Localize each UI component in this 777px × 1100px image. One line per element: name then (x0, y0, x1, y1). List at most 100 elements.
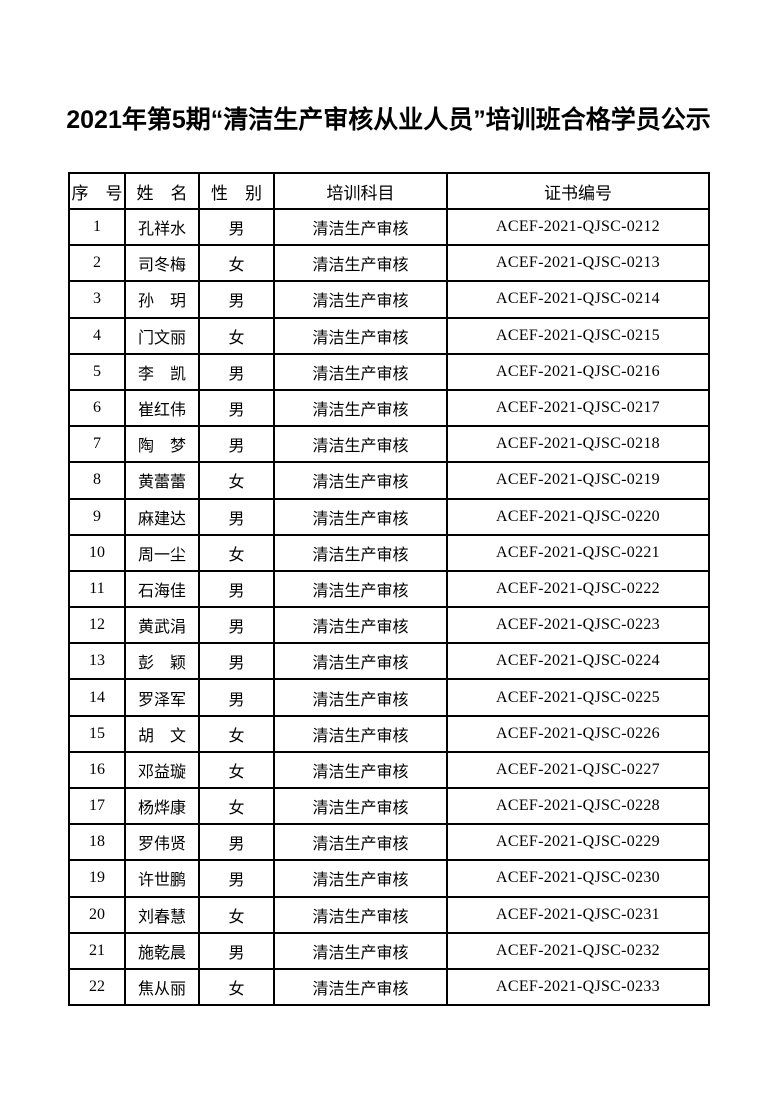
cell-name: 刘春慧 (124, 895, 200, 934)
cell-name: 崔红伟 (124, 388, 200, 428)
cell-name: 施乾晨 (124, 931, 200, 970)
cell-serial-number: 10 (68, 533, 126, 572)
table-row: 15 胡 文女清洁生产审核 ACEF-2021-QJSC-0226 (68, 714, 710, 753)
cell-certificate-number: ACEF-2021-QJSC-0221 (446, 533, 710, 572)
table-row: 13 彭 颖男清洁生产审核 ACEF-2021-QJSC-0224 (68, 642, 710, 681)
header-gender: 性 别 (198, 172, 275, 210)
cell-serial-number: 2 (68, 244, 126, 283)
cell-serial-number: 7 (68, 425, 126, 464)
table-row: 19 许世鹏男清洁生产审核 ACEF-2021-QJSC-0230 (68, 859, 710, 898)
cell-training-subject: 清洁生产审核 (273, 714, 448, 753)
table-row: 11 石海佳男清洁生产审核 ACEF-2021-QJSC-0222 (68, 569, 710, 609)
header-certificate-number: 证书编号 (446, 172, 710, 210)
cell-certificate-number: ACEF-2021-QJSC-0214 (446, 280, 710, 319)
cell-training-subject: 清洁生产审核 (273, 497, 448, 536)
cell-name: 黄武涓 (124, 606, 200, 645)
cell-name: 司冬梅 (124, 244, 200, 283)
cell-training-subject: 清洁生产审核 (273, 316, 448, 355)
cell-training-subject: 清洁生产审核 (273, 244, 448, 283)
table-header: 序 号 姓 名 性 别 培训科目 证书编号 (68, 172, 710, 210)
cell-training-subject: 清洁生产审核 (273, 895, 448, 934)
cell-training-subject: 清洁生产审核 (273, 461, 448, 500)
cell-certificate-number: ACEF-2021-QJSC-0223 (446, 606, 710, 645)
cell-serial-number: 21 (68, 931, 126, 970)
cell-gender: 男 (198, 388, 275, 428)
table-row: 12 黄武涓男清洁生产审核 ACEF-2021-QJSC-0223 (68, 606, 710, 645)
cell-certificate-number: ACEF-2021-QJSC-0222 (446, 569, 710, 609)
cell-training-subject: 清洁生产审核 (273, 425, 448, 464)
header-name: 姓 名 (124, 172, 200, 210)
trainee-roster-table: 序 号 姓 名 性 别 培训科目 证书编号 1 孔祥水男清洁生产审核 ACEF-20… (68, 172, 710, 1007)
table-row: 1 孔祥水男清洁生产审核 ACEF-2021-QJSC-0212 (68, 207, 710, 247)
cell-gender: 女 (198, 967, 275, 1007)
cell-training-subject: 清洁生产审核 (273, 931, 448, 970)
cell-gender: 男 (198, 859, 275, 898)
cell-certificate-number: ACEF-2021-QJSC-0227 (446, 750, 710, 790)
table-row: 21 施乾晨男清洁生产审核 ACEF-2021-QJSC-0232 (68, 931, 710, 970)
cell-certificate-number: ACEF-2021-QJSC-0218 (446, 425, 710, 464)
table-row: 6 崔红伟男清洁生产审核 ACEF-2021-QJSC-0217 (68, 388, 710, 428)
cell-gender: 女 (198, 786, 275, 826)
cell-gender: 男 (198, 678, 275, 717)
table-row: 8 黄蕾蕾女清洁生产审核 ACEF-2021-QJSC-0219 (68, 461, 710, 500)
cell-name: 罗伟贤 (124, 823, 200, 862)
cell-gender: 女 (198, 461, 275, 500)
cell-gender: 男 (198, 606, 275, 645)
cell-certificate-number: ACEF-2021-QJSC-0215 (446, 316, 710, 355)
table-row: 10 周一尘女清洁生产审核 ACEF-2021-QJSC-0221 (68, 533, 710, 572)
cell-serial-number: 17 (68, 786, 126, 826)
cell-gender: 男 (198, 931, 275, 970)
cell-serial-number: 16 (68, 750, 126, 790)
cell-name: 胡 文 (124, 714, 200, 753)
cell-certificate-number: ACEF-2021-QJSC-0228 (446, 786, 710, 826)
cell-serial-number: 5 (68, 352, 126, 391)
cell-certificate-number: ACEF-2021-QJSC-0225 (446, 678, 710, 717)
cell-serial-number: 18 (68, 823, 126, 862)
cell-gender: 男 (198, 497, 275, 536)
table-row: 14 罗泽军男清洁生产审核 ACEF-2021-QJSC-0225 (68, 678, 710, 717)
table-row: 18 罗伟贤男清洁生产审核 ACEF-2021-QJSC-0229 (68, 823, 710, 862)
table-row: 2 司冬梅女清洁生产审核 ACEF-2021-QJSC-0213 (68, 244, 710, 283)
cell-certificate-number: ACEF-2021-QJSC-0224 (446, 642, 710, 681)
cell-gender: 女 (198, 244, 275, 283)
cell-gender: 男 (198, 207, 275, 247)
cell-training-subject: 清洁生产审核 (273, 352, 448, 391)
cell-training-subject: 清洁生产审核 (273, 750, 448, 790)
cell-name: 彭 颖 (124, 642, 200, 681)
cell-gender: 女 (198, 533, 275, 572)
cell-gender: 男 (198, 823, 275, 862)
cell-name: 孙 玥 (124, 280, 200, 319)
cell-training-subject: 清洁生产审核 (273, 967, 448, 1007)
cell-certificate-number: ACEF-2021-QJSC-0230 (446, 859, 710, 898)
cell-gender: 女 (198, 895, 275, 934)
cell-serial-number: 15 (68, 714, 126, 753)
cell-serial-number: 3 (68, 280, 126, 319)
table-body: 1 孔祥水男清洁生产审核 ACEF-2021-QJSC-0212 2 司冬梅女清洁生产审… (68, 207, 710, 1007)
cell-training-subject: 清洁生产审核 (273, 859, 448, 898)
header-training-subject: 培训科目 (273, 172, 448, 210)
cell-name: 黄蕾蕾 (124, 461, 200, 500)
cell-serial-number: 20 (68, 895, 126, 934)
cell-certificate-number: ACEF-2021-QJSC-0217 (446, 388, 710, 428)
cell-gender: 男 (198, 425, 275, 464)
cell-gender: 男 (198, 352, 275, 391)
cell-training-subject: 清洁生产审核 (273, 823, 448, 862)
cell-serial-number: 11 (68, 569, 126, 609)
cell-certificate-number: ACEF-2021-QJSC-0212 (446, 207, 710, 247)
cell-training-subject: 清洁生产审核 (273, 280, 448, 319)
cell-certificate-number: ACEF-2021-QJSC-0216 (446, 352, 710, 391)
cell-gender: 男 (198, 569, 275, 609)
cell-name: 石海佳 (124, 569, 200, 609)
cell-serial-number: 8 (68, 461, 126, 500)
cell-serial-number: 13 (68, 642, 126, 681)
cell-certificate-number: ACEF-2021-QJSC-0229 (446, 823, 710, 862)
cell-gender: 女 (198, 714, 275, 753)
cell-serial-number: 22 (68, 967, 126, 1007)
table-row: 9 麻建达男清洁生产审核 ACEF-2021-QJSC-0220 (68, 497, 710, 536)
table-row: 22 焦从丽女清洁生产审核 ACEF-2021-QJSC-0233 (68, 967, 710, 1007)
header-serial-number: 序 号 (68, 172, 126, 210)
